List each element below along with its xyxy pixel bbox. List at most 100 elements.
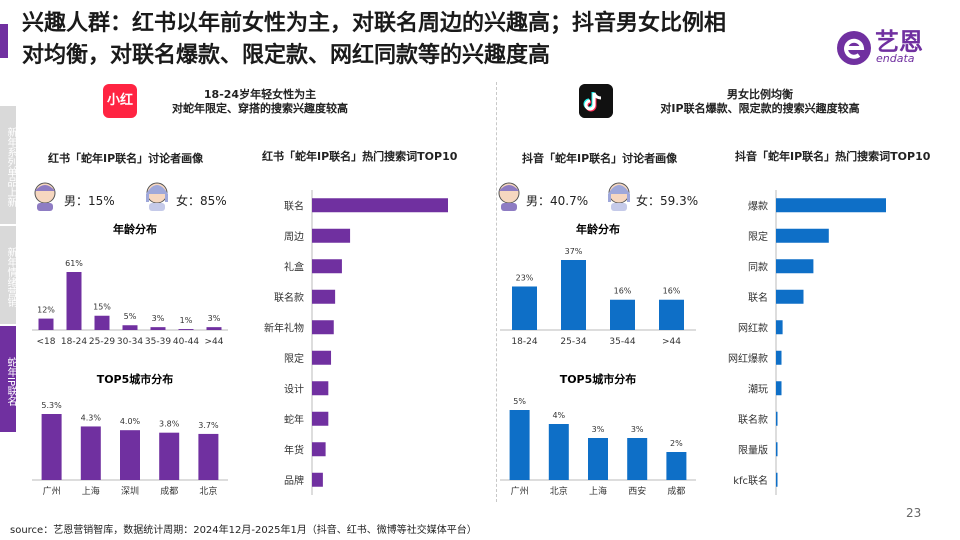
bar	[666, 452, 687, 480]
chart-title: 年龄分布	[113, 222, 157, 236]
bar	[776, 472, 778, 487]
x-tick-label: 广州	[43, 485, 61, 497]
bar	[66, 272, 82, 330]
bar-value-label: 16%	[663, 287, 681, 296]
bar	[94, 315, 110, 330]
bar	[776, 442, 778, 457]
bar-value-label: 4.3%	[81, 413, 102, 422]
page-number: 23	[906, 506, 922, 520]
bar-value-label: 23%	[516, 273, 534, 282]
bar	[38, 318, 54, 330]
bar	[312, 320, 334, 335]
right-headline-2: 对IP联名爆款、限定款的搜索兴趣度较高	[660, 102, 860, 115]
xhs-age-chart: 年龄分布 12% <18 61% 18-24 15% 25-29 5% 30-34 3% 35-3…	[32, 222, 228, 347]
chart-title: 年龄分布	[576, 222, 620, 236]
left-headline-2: 对蛇年限定、穿搭的搜索兴趣度较高	[172, 102, 348, 115]
y-tick-label: 设计	[284, 382, 304, 395]
y-tick-label: 同款	[748, 260, 768, 273]
bar-value-label: 16%	[614, 287, 632, 296]
y-tick-label: 限定	[284, 352, 304, 365]
bar	[80, 426, 101, 480]
bar	[150, 327, 166, 330]
xiaohongshu-logo: 小红书	[103, 84, 137, 142]
x-tick-label: 北京	[199, 485, 217, 497]
x-tick-label: >44	[662, 337, 681, 347]
bar-value-label: 4.0%	[120, 417, 141, 426]
bar-value-label: 4%	[552, 411, 565, 420]
x-tick-label: 成都	[160, 485, 178, 497]
left-female-share: 女：85%	[176, 194, 227, 208]
bar	[312, 198, 448, 213]
bar-value-label: 61%	[65, 259, 83, 268]
male-avatar-icon	[498, 182, 520, 211]
bar-value-label: 5%	[513, 397, 526, 406]
female-avatar-icon	[608, 182, 630, 211]
y-tick-label: 联名款	[738, 413, 768, 426]
bar	[312, 228, 351, 243]
y-tick-label: 新年礼物	[264, 321, 304, 334]
logo-subtext: endata	[876, 52, 915, 65]
sidenav-item-emotion-marketing[interactable]: 新年情绪营销	[0, 226, 16, 324]
bar	[776, 381, 782, 396]
bar	[178, 329, 194, 330]
sidenav-item-new-products[interactable]: 新年系列单品上新	[0, 106, 16, 224]
bar	[312, 381, 329, 396]
y-tick-label: 网红爆款	[728, 352, 768, 365]
sidenav-label: 蛇年IP联名	[5, 356, 16, 406]
bar-value-label: 2%	[670, 439, 683, 448]
bar	[610, 299, 635, 330]
endata-logo-icon	[837, 31, 871, 65]
chart-title: TOP5城市分布	[97, 372, 174, 386]
source-note: source：艺恩营销智库，数据统计周期：2024年12月-2025年1月（抖音…	[10, 525, 477, 536]
y-tick-label: 联名	[748, 291, 768, 304]
right-headline: 男女比例均衡 对IP联名爆款、限定款的搜索兴趣度较高	[630, 88, 890, 116]
bar	[206, 327, 222, 330]
bar	[122, 325, 138, 330]
bar-value-label: 3.8%	[159, 420, 180, 429]
left-profile-title: 红书「蛇年IP联名」讨论者画像	[48, 152, 204, 165]
bar	[509, 410, 530, 480]
bar-value-label: 12%	[37, 306, 55, 315]
x-tick-label: 成都	[667, 485, 685, 497]
y-tick-label: 礼盒	[284, 260, 304, 273]
x-tick-label: 18-24	[511, 337, 537, 347]
sidenav-label: 新年情绪营销	[5, 247, 16, 307]
bar	[548, 424, 569, 480]
bar	[588, 438, 608, 480]
bar	[120, 430, 140, 480]
x-tick-label: <18	[37, 337, 56, 347]
bar-value-label: 5%	[124, 312, 137, 321]
x-tick-label: 广州	[511, 485, 529, 497]
bar-value-label: 3%	[631, 425, 644, 434]
y-tick-label: 潮玩	[748, 382, 768, 395]
page-title-line-1: 兴趣人群：红书以年前女性为主，对联名周边的兴趣高；抖音男女比例相	[22, 11, 727, 36]
y-tick-label: 限量版	[738, 443, 768, 456]
sidenav-label: 新年系列单品上新	[5, 127, 16, 207]
bar	[627, 438, 648, 480]
bar-value-label: 37%	[565, 247, 583, 256]
logo-text: 艺恩	[875, 28, 923, 56]
title-accent-bar	[0, 24, 8, 58]
bar	[41, 414, 62, 480]
chart-title: TOP5城市分布	[560, 372, 637, 386]
bar	[312, 350, 332, 365]
bar	[312, 472, 323, 487]
x-tick-label: 35-44	[609, 337, 635, 347]
y-tick-label: 周边	[284, 231, 304, 243]
x-tick-label: 西安	[628, 485, 646, 497]
y-tick-label: 品牌	[284, 474, 304, 487]
x-tick-label: 深圳	[121, 486, 139, 497]
y-tick-label: 爆款	[748, 199, 768, 212]
bar	[159, 432, 180, 480]
page-title-line-2: 对均衡，对联名爆款、限定款、网红同款等的兴趣度高	[22, 43, 551, 68]
x-tick-label: 18-24	[61, 337, 87, 347]
dy-city-chart: TOP5城市分布 5% 广州 4% 北京 3% 上海 3% 西安 2% 成都	[500, 372, 696, 497]
x-tick-label: >44	[205, 337, 224, 347]
left-male-share: 男：15%	[64, 194, 115, 208]
bar	[776, 228, 829, 243]
bar	[312, 442, 326, 457]
bar	[312, 411, 329, 426]
sidenav-item-ip-collab[interactable]: 蛇年IP联名	[0, 326, 16, 432]
